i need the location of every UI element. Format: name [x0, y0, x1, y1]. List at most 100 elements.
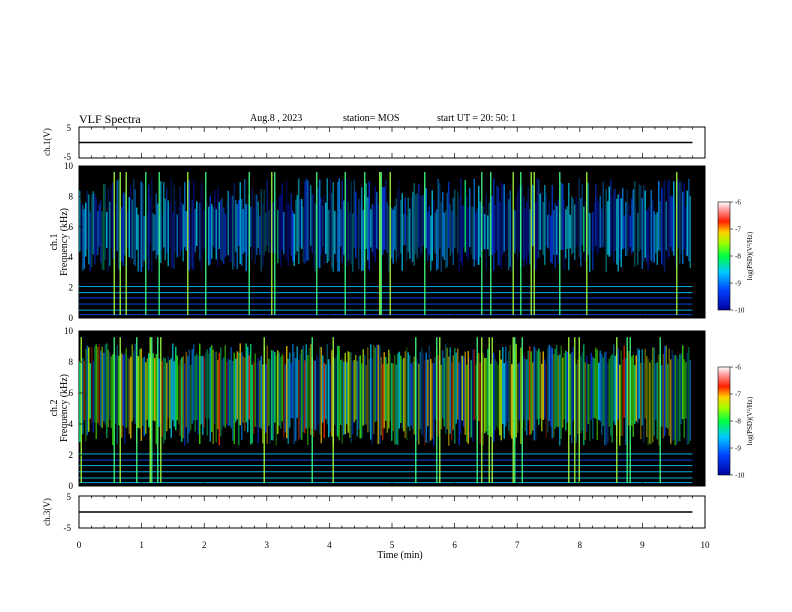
spectrogram-column: [304, 360, 306, 434]
spectrogram-column: [614, 355, 616, 425]
spectrogram-column: [563, 199, 565, 271]
spectrogram-column: [188, 349, 190, 434]
spectrogram-column: [434, 212, 436, 254]
spectrogram-column: [136, 207, 138, 250]
spectrogram-column: [664, 180, 666, 272]
spectrogram-column: [463, 205, 465, 248]
spectrogram-column: [167, 356, 169, 418]
spectrogram-column: [560, 345, 562, 439]
spectrogram-column: [212, 207, 214, 246]
spectrogram-column: [547, 214, 549, 249]
spectrogram-column: [569, 353, 571, 436]
spectrogram-column: [418, 363, 420, 445]
spectrogram-column: [508, 351, 510, 431]
spectrogram-column: [95, 344, 97, 439]
spectrogram-column: [472, 349, 474, 442]
spectrogram-column: [655, 214, 657, 254]
spectrogram-column: [383, 352, 385, 429]
spectrogram-column: [458, 362, 460, 446]
spectrogram-column: [140, 181, 142, 273]
narrowband-line: [79, 459, 693, 461]
spectrogram-column: [223, 357, 225, 426]
narrowband-line: [79, 453, 693, 455]
spectrogram-column: [571, 352, 573, 444]
spectrogram-column: [403, 214, 405, 246]
spectrogram-column: [296, 194, 298, 252]
spectrogram-column: [133, 179, 135, 265]
spectrogram-column: [587, 182, 589, 255]
spectrogram-column: [466, 195, 468, 257]
spectrogram-column: [200, 356, 202, 425]
colorbar-tick-label: -8: [735, 418, 741, 426]
spectrogram-column: [311, 194, 313, 254]
spectrogram-column: [506, 361, 508, 423]
spectrogram-column: [460, 178, 462, 262]
spectrogram-column: [611, 196, 613, 252]
spectrogram-column: [544, 359, 546, 419]
spectrogram-column: [131, 344, 133, 422]
spectrogram-column: [446, 192, 448, 267]
spectrogram-column: [368, 181, 370, 270]
spectrogram-column: [407, 197, 409, 253]
spectrogram-column: [194, 208, 196, 253]
spectrogram-column: [647, 207, 649, 271]
spectrogram-column: [623, 215, 625, 249]
spectrogram-column: [253, 207, 255, 250]
ch2-colorbar-gradient: [717, 366, 731, 476]
spectrogram-column: [203, 209, 205, 249]
spectrogram-column: [134, 343, 136, 424]
spectrogram-column: [188, 180, 190, 271]
spectrogram-column: [497, 364, 499, 430]
spectrogram-column: [461, 355, 463, 421]
spectrogram-column: [400, 199, 402, 254]
spectrogram-column: [671, 196, 673, 252]
spectrogram-column: [298, 178, 300, 265]
spectrogram-column: [503, 363, 505, 439]
spectrogram-column: [124, 353, 126, 444]
spectrogram-column: [319, 346, 321, 435]
spectrogram-column: [80, 202, 82, 251]
sferic-line: [157, 337, 159, 483]
spectrogram-column: [475, 364, 477, 420]
spectrogram-column: [643, 362, 645, 444]
spectrogram-column: [256, 362, 258, 428]
spectrogram-column: [635, 203, 637, 248]
spectrogram-column: [313, 192, 315, 268]
spectrogram-column: [458, 196, 460, 271]
spectrogram-column: [341, 180, 343, 263]
spectrogram-column: [310, 344, 312, 435]
spectrogram-column: [425, 352, 427, 443]
narrowband-line: [79, 303, 693, 305]
spectrogram-column: [592, 356, 594, 439]
spectrogram-column: [373, 204, 375, 257]
spectrogram-column: [542, 351, 544, 420]
spectrogram-column: [155, 193, 157, 259]
spectrogram-column: [214, 352, 216, 425]
spectrogram-column: [289, 352, 291, 428]
spectrogram-column: [686, 190, 688, 257]
sferic-line: [559, 172, 561, 315]
spectrogram-column: [586, 355, 588, 433]
spectrogram-column: [209, 347, 211, 442]
spectrogram-column: [473, 348, 475, 421]
spectrogram-column: [173, 361, 175, 427]
spectrogram-column: [649, 205, 651, 260]
spectrogram-column: [539, 193, 541, 250]
spectrogram-column: [205, 352, 207, 419]
spectrogram-column: [268, 358, 270, 426]
spectrogram-column: [430, 358, 432, 441]
spectrogram-column: [166, 188, 168, 254]
spectrogram-column: [454, 347, 456, 444]
spectrogram-column: [427, 211, 429, 261]
ch1-waveform-ylabel: ch.1(V): [42, 128, 52, 156]
spectrogram-column: [170, 358, 172, 438]
spectrogram-column: [484, 357, 486, 434]
spectrogram-column: [385, 179, 387, 250]
spectrogram-column: [353, 179, 355, 248]
spectrogram-column: [305, 344, 307, 429]
spectrogram-column: [286, 180, 288, 259]
narrowband-line: [79, 314, 693, 316]
spectrogram-column: [85, 202, 87, 257]
spectrogram-column: [227, 358, 229, 426]
spectrogram-column: [658, 181, 660, 251]
